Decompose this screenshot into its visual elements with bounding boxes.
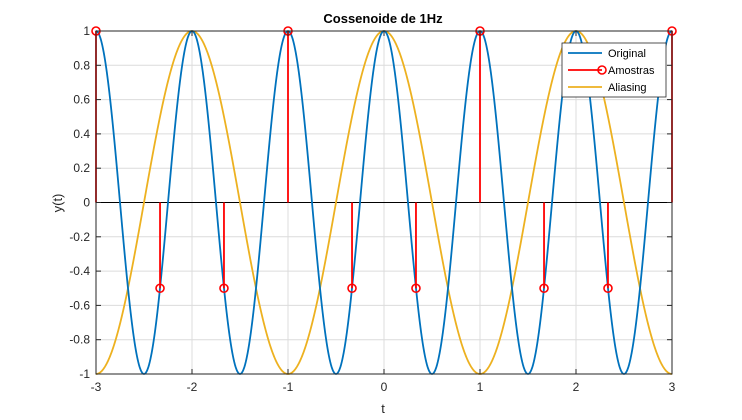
- ticks: -3 -2 -1 0 1 2 3 -1 -0.8 -0.6 -0.4 -0.2 0 0.2 0.4 0.6 0.…: [69, 24, 675, 394]
- x-tick-label: 2: [573, 380, 580, 394]
- y-tick-label: -0.6: [69, 298, 90, 312]
- x-tick-label: -1: [283, 380, 294, 394]
- x-tick-label: -3: [91, 380, 102, 394]
- legend-label: Aliasing: [608, 82, 647, 94]
- y-tick-label: 1: [83, 24, 90, 38]
- legend-label: Original: [608, 48, 646, 60]
- sample-point: [603, 283, 613, 294]
- y-tick-label: 0.4: [73, 127, 90, 141]
- x-tick-label: -2: [187, 380, 198, 394]
- sample-point: [155, 283, 165, 294]
- y-tick-label: -0.2: [69, 230, 90, 244]
- legend-marker: [597, 65, 607, 75]
- y-tick-label: -1: [79, 367, 90, 381]
- y-tick-label: 0.6: [73, 93, 90, 107]
- x-tick-label: 1: [477, 380, 484, 394]
- sample-point: [539, 283, 549, 294]
- x-axis-label: t: [381, 401, 385, 416]
- sample-point: [219, 283, 229, 294]
- y-axis-label: y(t): [50, 194, 65, 213]
- y-tick-label: -0.8: [69, 333, 90, 347]
- sample-point: [411, 283, 421, 294]
- y-tick-label: -0.4: [69, 264, 90, 278]
- y-tick-label: 0.8: [73, 58, 90, 72]
- legend-label: Amostras: [608, 65, 655, 77]
- legend[interactable]: Original Amostras Aliasing: [561, 42, 667, 98]
- sample-point: [347, 283, 357, 294]
- y-tick-label: 0: [83, 196, 90, 210]
- x-tick-label: 0: [381, 380, 388, 394]
- y-tick-label: 0.2: [73, 161, 90, 175]
- x-tick-label: 3: [669, 380, 676, 394]
- chart-title: Cossenoide de 1Hz: [323, 11, 443, 26]
